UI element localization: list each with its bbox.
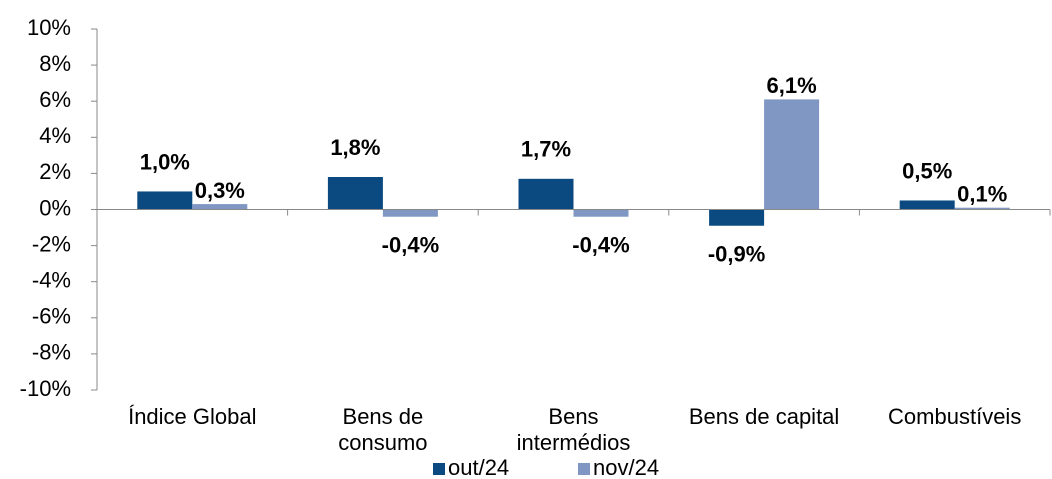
y-tick-label: -6% — [32, 304, 71, 329]
value-label: -0,9% — [708, 242, 765, 267]
x-tick-label: Combustíveis — [888, 404, 1022, 429]
bar — [327, 177, 383, 210]
y-tick-label: -4% — [32, 268, 71, 293]
bar — [192, 204, 248, 210]
y-tick-label: 4% — [39, 123, 71, 148]
x-tick-label: Bens intermédios — [516, 404, 631, 455]
y-tick-label: 10% — [27, 15, 71, 40]
value-label: 0,3% — [195, 178, 245, 203]
value-label: 0,5% — [902, 158, 952, 183]
bar — [899, 200, 955, 210]
x-tick-label: Bens de capital — [688, 404, 840, 429]
bar — [573, 209, 629, 217]
value-label: -0,4% — [382, 233, 439, 258]
legend-swatch — [578, 463, 590, 475]
legend-label: nov/24 — [593, 455, 659, 479]
bar — [137, 191, 193, 210]
legend-swatch — [433, 463, 445, 475]
value-label: 1,7% — [521, 137, 571, 162]
value-label: -0,4% — [572, 233, 629, 258]
legend-label: out/24 — [448, 455, 509, 479]
bar — [764, 99, 820, 210]
y-tick-label: 2% — [39, 159, 71, 184]
value-label: 6,1% — [767, 73, 817, 98]
bar — [518, 178, 574, 210]
y-tick-label: -10% — [20, 376, 71, 401]
y-tick-label: -2% — [32, 231, 71, 256]
value-label: 0,1% — [957, 182, 1007, 207]
x-tick-label: Bens de consumo — [338, 404, 428, 455]
y-tick-label: 8% — [39, 51, 71, 76]
bar — [709, 209, 765, 226]
value-label: 1,8% — [330, 135, 380, 160]
y-tick-label: 0% — [39, 195, 71, 220]
value-label: 1,0% — [140, 149, 190, 174]
bar — [382, 209, 438, 217]
y-tick-label: -8% — [32, 340, 71, 365]
bar — [954, 207, 1010, 210]
y-tick-label: 6% — [39, 87, 71, 112]
x-tick-label: Índice Global — [128, 404, 257, 429]
